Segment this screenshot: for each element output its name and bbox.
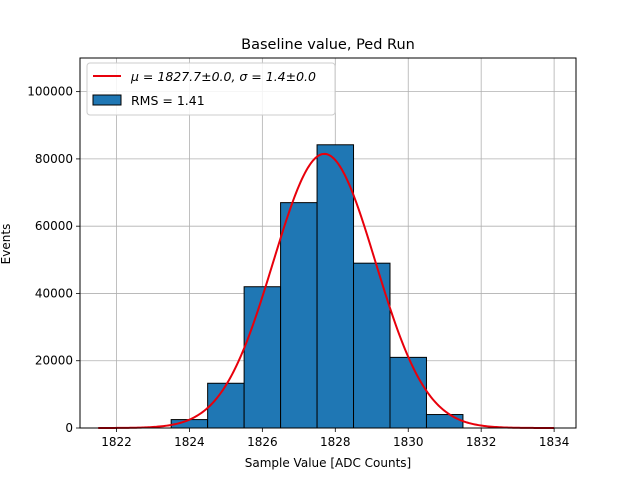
y-axis-label: Events (0, 224, 13, 265)
histogram-bars (170, 144, 464, 429)
y-axis-ticks: 0 20000 40000 60000 80000 100000 (27, 85, 80, 435)
legend-rms-swatch (92, 94, 122, 106)
x-axis-ticks: 1822 1824 1826 1828 1830 1832 1834 (101, 428, 569, 449)
x-tick-label: 1824 (174, 435, 205, 449)
x-axis-label: Sample Value [ADC Counts] (245, 456, 411, 470)
gaussian-fit-line (98, 152, 555, 429)
x-tick-label: 1828 (320, 435, 351, 449)
histogram-bar (316, 144, 355, 429)
x-tick-label: 1826 (247, 435, 278, 449)
histogram-bar (389, 356, 427, 429)
legend: μ = 1827.7±0.0, σ = 1.4±0.0 RMS = 1.41 (86, 62, 336, 116)
y-tick-label: 40000 (35, 286, 73, 300)
x-tick-label: 1832 (466, 435, 497, 449)
legend-box (86, 62, 336, 116)
plot-frame (79, 57, 577, 429)
legend-rms-label: RMS = 1.41 (131, 93, 205, 108)
y-tick-label: 60000 (35, 219, 73, 233)
x-tick-label: 1822 (101, 435, 132, 449)
x-tick-label: 1830 (393, 435, 424, 449)
y-tick-label: 0 (65, 421, 73, 435)
histogram-bar (207, 382, 245, 429)
y-tick-label: 20000 (35, 354, 73, 368)
x-tick-label: 1834 (539, 435, 570, 449)
chart-title: Baseline value, Ped Run (241, 37, 415, 53)
histogram-bar (243, 286, 282, 429)
histogram-bar (425, 414, 464, 429)
y-tick-label: 100000 (27, 85, 73, 99)
y-tick-label: 80000 (35, 152, 73, 166)
legend-fit-label: μ = 1827.7±0.0, σ = 1.4±0.0 (130, 69, 316, 84)
histogram-bar (280, 202, 318, 429)
